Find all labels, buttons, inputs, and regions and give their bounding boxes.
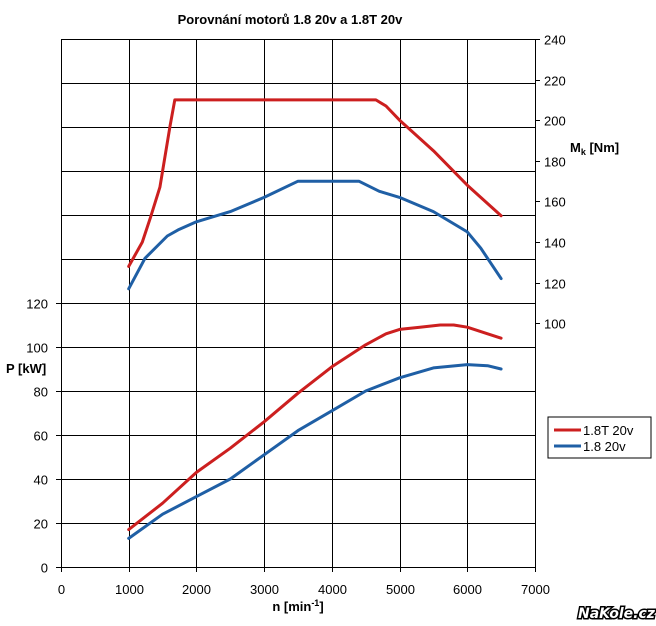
x-tick-label: 2000: [182, 582, 211, 597]
y-right-tick-label: 200: [544, 114, 566, 129]
legend-box: [547, 416, 652, 459]
x-tick-label: 7000: [521, 582, 550, 597]
series-power-1-8t-20v: [127, 323, 503, 532]
x-tick-label: 6000: [453, 582, 482, 597]
y-right-tick-label: 100: [544, 317, 566, 332]
legend-label-1-8: 1.8 20v: [583, 439, 626, 454]
y-left-tick-label: 20: [34, 517, 48, 532]
x-tick-label: 5000: [386, 582, 415, 597]
x-tick-label: 3000: [250, 582, 279, 597]
y-right-tick-label: 220: [544, 74, 566, 89]
series-lines: [127, 98, 503, 540]
y-left-tick-label: 80: [34, 385, 48, 400]
y-right-tick-label: 140: [544, 236, 566, 251]
chart-title: Porovnání motorů 1.8 20v a 1.8T 20v: [178, 12, 403, 27]
y-left-tick-label: 120: [26, 297, 48, 312]
y-left-tick-label: 60: [34, 429, 48, 444]
x-tick-label: 4000: [318, 582, 347, 597]
y-right-axis-label: Mk [Nm]: [570, 140, 619, 157]
grid: [61, 39, 536, 568]
y-right-tick-label: 160: [544, 195, 566, 210]
y-right-tick-label: 120: [544, 277, 566, 292]
y-right-tick-label: 240: [544, 33, 566, 48]
legend-label-1-8t: 1.8T 20v: [583, 423, 634, 438]
x-tick-label: 0: [58, 582, 65, 597]
x-axis-label: n [min-1]: [272, 598, 323, 614]
plot-border: [61, 39, 536, 568]
series-torque-1-8t-20v: [127, 98, 503, 268]
legend: 1.8T 20v 1.8 20v: [547, 416, 652, 459]
y-left-tick-label: 0: [41, 561, 48, 576]
series-power-1-8-20v: [127, 363, 503, 540]
axis-ticks: 0 1000 2000 3000 4000 5000 6000 7000 0 20 40 60 80 10…: [26, 33, 565, 598]
y-left-tick-label: 100: [26, 341, 48, 356]
y-left-tick-label: 40: [34, 473, 48, 488]
y-left-axis-label: P [kW]: [6, 361, 46, 376]
series-torque-1-8-20v: [127, 179, 503, 291]
x-tick-label: 1000: [115, 582, 144, 597]
y-right-tick-label: 180: [544, 155, 566, 170]
watermark-logo: NaKole.cz: [578, 606, 656, 622]
